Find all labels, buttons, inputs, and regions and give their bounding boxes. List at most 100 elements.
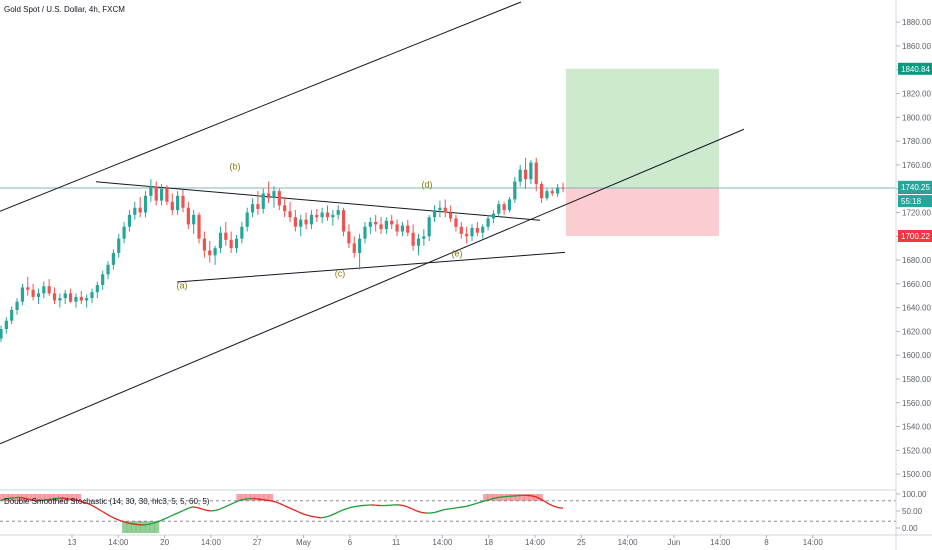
time-tick-label: 13 (68, 538, 77, 547)
candle-body (497, 204, 501, 214)
candle-body (79, 296, 83, 301)
candle-body (470, 227, 474, 237)
indicator-segment (0, 498, 6, 501)
drawing-lines[interactable] (0, 1, 745, 445)
indicator-segment (92, 505, 98, 509)
indicator-segment (544, 500, 550, 505)
candle-body (267, 193, 271, 199)
indicator-segment (411, 508, 418, 512)
candle-body (358, 238, 362, 253)
candle-body (352, 243, 356, 253)
candle (218, 226, 223, 253)
indicator-segment (238, 498, 244, 502)
candle (491, 210, 496, 224)
price-tick-label: 1500.00 (902, 470, 931, 479)
indicator-segment (553, 505, 559, 509)
candle (31, 283, 35, 301)
candle (170, 193, 174, 215)
candle-body (277, 191, 281, 206)
indicator-segment (206, 509, 212, 512)
price-tag-label: 1840.84 (901, 65, 930, 74)
candle (545, 188, 549, 201)
candle (283, 197, 287, 218)
candle (309, 210, 314, 230)
indicator-segment (453, 506, 459, 509)
indicator-segment (430, 511, 436, 514)
candle (497, 200, 501, 218)
candle (267, 181, 271, 203)
candle-body (518, 169, 522, 182)
candle-body (90, 292, 94, 299)
indicator-segment (494, 496, 500, 499)
indicator-segment (549, 503, 555, 507)
overbought-zone (259, 494, 265, 501)
indicator-segment (485, 498, 491, 502)
indicator-segment (119, 519, 125, 523)
indicator-tick-label: 100.00 (902, 490, 927, 499)
price-tick-label: 1520.00 (902, 446, 931, 455)
indicator-segment (23, 497, 29, 500)
overbought-zone (58, 494, 64, 501)
indicator-segment (416, 510, 422, 513)
candle (395, 219, 399, 237)
candle (85, 294, 89, 308)
candle-body (438, 207, 442, 211)
indicator-segment (165, 515, 171, 520)
overbought-zone (528, 494, 534, 501)
candle (63, 289, 67, 305)
candle-body (513, 181, 517, 200)
lower-channel-line[interactable] (0, 128, 745, 445)
candle-body (523, 169, 528, 180)
overbought-zone (3, 494, 9, 501)
indicator-segment (183, 507, 189, 511)
chart-title: Gold Spot / U.S. Dollar, 4h, FXCM (4, 5, 125, 14)
indicator-segment (46, 498, 52, 501)
candle-body (363, 226, 367, 239)
time-tick-label: 14:00 (710, 538, 731, 547)
candle-body (10, 310, 14, 321)
indicator-segment (480, 500, 486, 503)
candle (272, 186, 276, 208)
indicator-segment (220, 506, 226, 510)
triangle-lower-line[interactable] (176, 251, 566, 283)
candle (325, 205, 330, 221)
candle-body (149, 186, 153, 196)
candle (475, 222, 479, 237)
candle (315, 208, 319, 222)
candle (229, 231, 233, 253)
candle-body (127, 214, 132, 227)
overbought-zone (487, 494, 493, 501)
candlestick-series (0, 157, 565, 343)
candle-body (95, 285, 99, 293)
overbought-zone (254, 494, 260, 501)
indicator-segment (434, 510, 440, 513)
stochastic-indicator-pane[interactable]: Double Smoothed Stochastic (14, 30, 30, … (0, 494, 896, 533)
candle-body (159, 188, 164, 201)
oversold-zone (131, 521, 137, 533)
upper-channel-line[interactable] (0, 1, 522, 212)
candle-body (465, 233, 469, 237)
position-target-zone[interactable] (566, 68, 719, 188)
candle (101, 270, 105, 290)
candle (358, 233, 362, 270)
overbought-zone (7, 494, 13, 501)
candle-body (341, 210, 346, 232)
candle-body (411, 232, 415, 246)
price-tick-label: 1560.00 (902, 399, 931, 408)
indicator-segment (279, 502, 285, 507)
position-stop-zone[interactable] (566, 187, 719, 237)
candle (277, 188, 281, 211)
candle (304, 212, 308, 230)
candle-body (229, 239, 233, 249)
candle-body (176, 195, 180, 211)
indicator-segment (462, 505, 468, 508)
candle-body (245, 212, 249, 227)
indicator-segment (5, 497, 11, 500)
triangle-upper-line[interactable] (95, 181, 541, 221)
indicator-segment (229, 502, 235, 506)
time-tick-label: Jun (667, 538, 680, 547)
indicator-segment (306, 514, 312, 518)
long-position-tool[interactable] (0, 68, 896, 237)
